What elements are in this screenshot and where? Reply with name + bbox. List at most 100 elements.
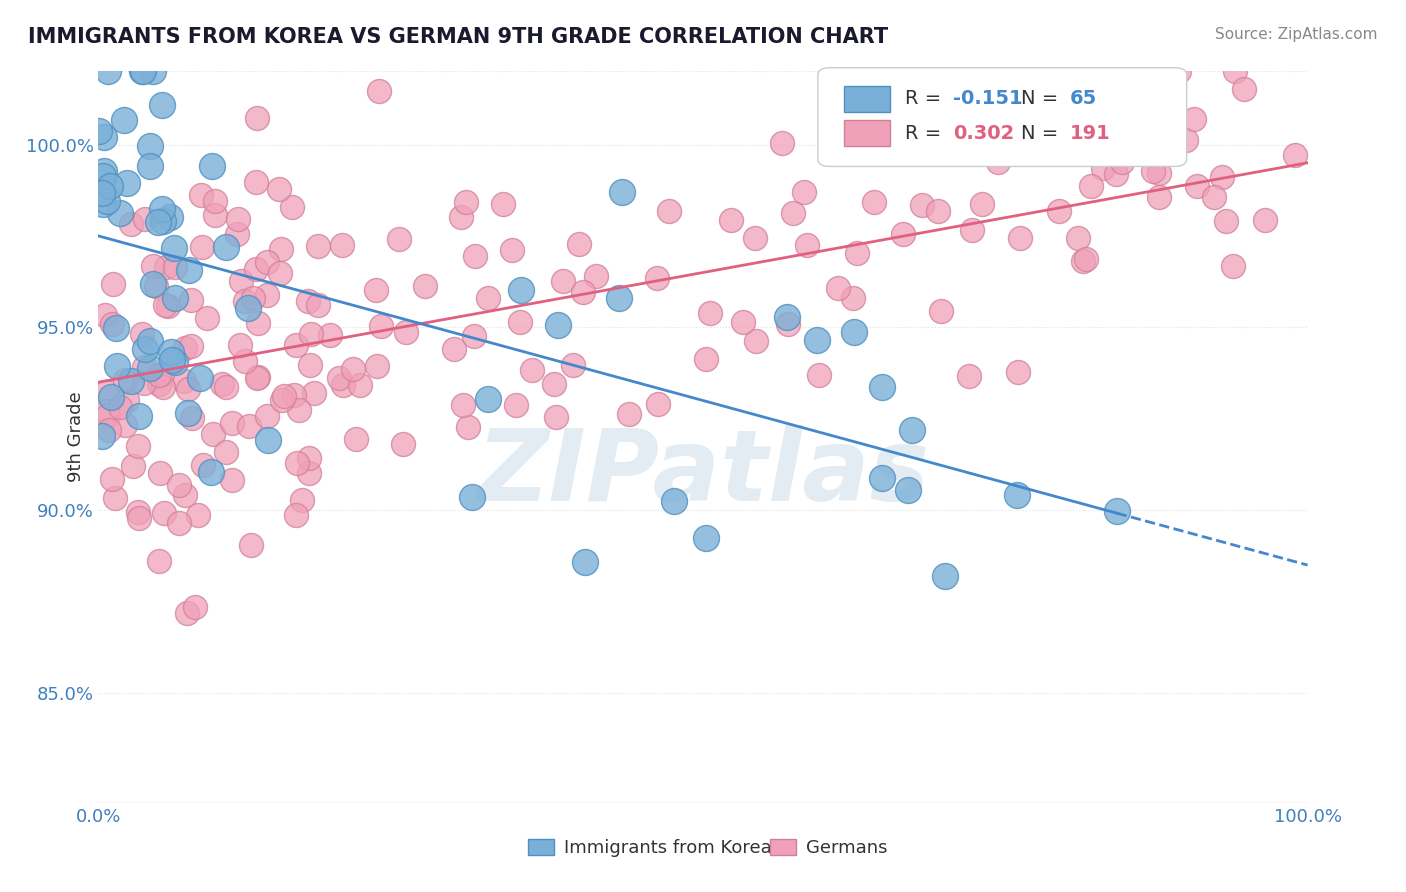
Point <box>134 342 156 356</box>
Point <box>225 227 247 241</box>
Text: 0.302: 0.302 <box>953 124 1015 143</box>
Point <box>332 377 354 392</box>
Point <box>181 410 204 425</box>
Point <box>1010 230 1032 244</box>
Point <box>190 187 212 202</box>
Point <box>720 213 742 227</box>
Point <box>221 473 243 487</box>
Point <box>162 241 184 255</box>
Point <box>285 456 308 470</box>
Point <box>344 432 367 446</box>
Point <box>842 325 865 339</box>
Point <box>972 197 994 211</box>
Point <box>211 377 233 392</box>
Point <box>501 244 523 258</box>
Point <box>793 185 815 199</box>
Point <box>239 538 262 552</box>
Point <box>215 380 238 394</box>
Point <box>247 317 270 331</box>
Point <box>104 491 127 505</box>
Point <box>1175 133 1198 147</box>
Point <box>115 392 138 407</box>
Point <box>842 291 865 305</box>
Text: Immigrants from Korea: Immigrants from Korea <box>564 839 772 857</box>
Point <box>283 387 305 401</box>
Point <box>195 310 218 325</box>
Point <box>911 197 934 211</box>
Point <box>270 393 292 408</box>
Point <box>298 466 321 480</box>
Point <box>110 400 132 414</box>
Point <box>101 318 124 332</box>
Point <box>131 326 153 341</box>
Point <box>132 376 155 390</box>
Point <box>619 408 641 422</box>
Text: R =: R = <box>905 89 948 108</box>
Point <box>897 483 920 498</box>
Point <box>846 246 869 260</box>
Point <box>134 211 156 226</box>
Point <box>177 382 200 396</box>
Point <box>1047 204 1070 219</box>
Point <box>132 360 155 375</box>
Point <box>366 359 388 373</box>
Point <box>392 436 415 450</box>
Point <box>157 299 180 313</box>
Point <box>572 285 595 299</box>
Point <box>547 318 569 333</box>
Point <box>145 279 167 293</box>
Point <box>273 389 295 403</box>
Point <box>983 119 1005 133</box>
Point <box>370 318 392 333</box>
Point <box>388 232 411 246</box>
FancyBboxPatch shape <box>818 68 1187 167</box>
Point <box>645 271 668 285</box>
Point <box>463 329 485 343</box>
Point <box>229 338 252 352</box>
Point <box>142 64 165 78</box>
Point <box>299 326 322 341</box>
Point <box>204 209 226 223</box>
Point <box>160 345 183 359</box>
Point <box>152 214 174 228</box>
Point <box>96 194 118 208</box>
Point <box>298 358 321 372</box>
Point <box>120 374 142 388</box>
Point <box>1105 504 1128 518</box>
Point <box>180 339 202 353</box>
Point <box>98 179 121 194</box>
Point <box>233 294 256 309</box>
Point <box>91 428 114 442</box>
Point <box>115 176 138 190</box>
Point <box>307 298 329 312</box>
Point <box>574 555 596 569</box>
Text: IMMIGRANTS FROM KOREA VS GERMAN 9TH GRADE CORRELATION CHART: IMMIGRANTS FROM KOREA VS GERMAN 9TH GRAD… <box>28 27 889 46</box>
Point <box>245 174 267 188</box>
Point <box>285 338 308 352</box>
Point <box>165 260 187 275</box>
Point <box>256 288 278 302</box>
Point <box>330 238 353 252</box>
Point <box>1284 147 1306 161</box>
Point <box>364 283 387 297</box>
Point <box>1222 259 1244 273</box>
Point <box>302 385 325 400</box>
Point <box>957 369 980 384</box>
Point <box>1007 365 1029 379</box>
Point <box>246 371 269 385</box>
Point <box>191 240 214 254</box>
Point <box>173 342 195 356</box>
Point <box>837 77 859 91</box>
Point <box>176 606 198 620</box>
Text: ZIPatlas: ZIPatlas <box>477 425 929 522</box>
Point <box>492 196 515 211</box>
Point <box>1080 178 1102 193</box>
Point <box>456 194 478 209</box>
Point <box>870 380 893 394</box>
Point <box>1105 167 1128 181</box>
Point <box>1073 253 1095 268</box>
Point <box>1074 252 1097 266</box>
Point <box>138 138 160 153</box>
Point <box>114 418 136 433</box>
Point <box>770 136 793 151</box>
